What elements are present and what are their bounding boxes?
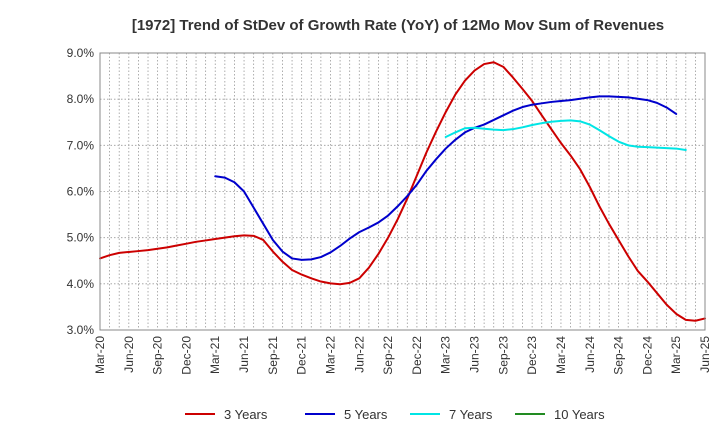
x-tick-label: Mar-22 [323, 336, 337, 374]
x-tick-label: Jun-20 [122, 336, 136, 373]
y-tick-label: 9.0% [67, 46, 95, 60]
x-tick-label: Dec-21 [295, 336, 309, 375]
x-tick-label: Mar-20 [93, 336, 107, 374]
x-tick-label: Sep-24 [612, 336, 626, 375]
y-tick-label: 5.0% [67, 231, 95, 245]
series-line-3-years [99, 61, 706, 322]
y-tick-label: 4.0% [67, 277, 95, 291]
legend: 3 Years 5 Years 7 Years 10 Years [185, 407, 605, 422]
x-tick-label: Jun-23 [468, 336, 482, 373]
legend-label: 10 Years [554, 407, 605, 422]
grid [100, 53, 705, 330]
legend-item: 3 Years [185, 407, 268, 422]
x-tick-label: Jun-22 [352, 336, 366, 373]
x-tick-label: Dec-22 [410, 336, 424, 375]
y-tick-label: 6.0% [67, 185, 95, 199]
y-axis-ticks: 3.0% 4.0% 5.0% 6.0% 7.0% 8.0% 9.0% [67, 46, 95, 337]
legend-label: 3 Years [224, 407, 268, 422]
series-line-7-years [444, 119, 687, 151]
legend-label: 7 Years [449, 407, 493, 422]
x-tick-label: Mar-24 [554, 336, 568, 374]
y-tick-label: 8.0% [67, 92, 95, 106]
x-tick-label: Sep-21 [266, 336, 280, 375]
series-lines [99, 61, 706, 322]
x-tick-label: Dec-24 [640, 336, 654, 375]
x-tick-label: Mar-25 [669, 336, 683, 374]
x-tick-label: Sep-20 [151, 336, 165, 375]
series-line-5-years [214, 95, 678, 261]
legend-label: 5 Years [344, 407, 388, 422]
legend-item: 7 Years [410, 407, 493, 422]
legend-item: 5 Years [305, 407, 388, 422]
x-tick-label: Jun-21 [237, 336, 251, 373]
x-tick-label: Dec-20 [179, 336, 193, 375]
x-tick-label: Jun-24 [583, 336, 597, 373]
y-tick-label: 3.0% [67, 323, 95, 337]
plot-frame [99, 52, 706, 331]
x-tick-label: Sep-22 [381, 336, 395, 375]
x-tick-label: Mar-23 [439, 336, 453, 374]
x-axis-ticks: Mar-20 Jun-20 Sep-20 Dec-20 Mar-21 Jun-21 Sep-… [93, 336, 712, 375]
y-tick-label: 7.0% [67, 138, 95, 152]
legend-item: 10 Years [515, 407, 605, 422]
x-tick-label: Dec-23 [525, 336, 539, 375]
x-tick-label: Jun-25 [698, 336, 712, 373]
x-tick-label: Mar-21 [208, 336, 222, 374]
chart-title: [1972] Trend of StDev of Growth Rate (Yo… [132, 17, 664, 34]
x-tick-label: Sep-23 [496, 336, 510, 375]
